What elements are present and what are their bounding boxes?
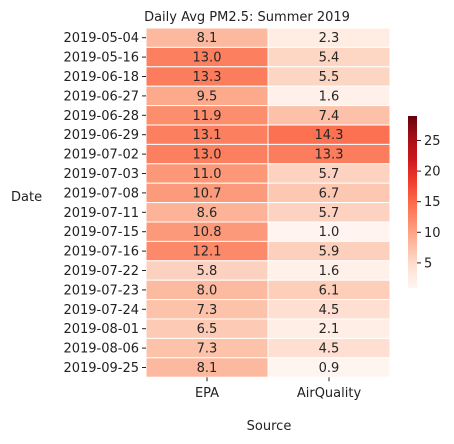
row-tick-label: 2019-05-04: [63, 31, 139, 46]
cell-value-label: 10.8: [193, 225, 222, 240]
cell-value-label: 13.3: [315, 148, 344, 163]
heatmap-cells: 8.1 2.3 13.0 5.4 13.3 5.5 9.5 1.6 11.9 7.4 13.1 14.…: [145, 27, 391, 378]
row-tick-label: 2019-07-08: [63, 186, 139, 201]
cell-value-label: 8.6: [197, 206, 218, 221]
colorbar-tick-label: 10: [424, 226, 441, 241]
column-tick-label: AirQuality: [297, 386, 362, 401]
row-tick-label: 2019-07-16: [63, 245, 139, 260]
cell-value-label: 11.0: [193, 167, 222, 182]
cell-value-label: 8.1: [197, 361, 218, 376]
row-tick-label: 2019-07-23: [63, 283, 139, 298]
row-tick-label: 2019-07-22: [63, 264, 139, 279]
row-tick-label: 2019-07-11: [63, 206, 139, 221]
cell-value-label: 7.3: [197, 303, 218, 318]
cell-value-label: 6.7: [319, 186, 340, 201]
colorbar-ticks: 5 10 15 20 25: [417, 134, 441, 271]
cell-value-label: 10.7: [193, 186, 222, 201]
row-tick-label: 2019-07-15: [63, 225, 139, 240]
cell-value-label: 5.4: [319, 51, 340, 66]
heatmap-cell: [267, 357, 391, 378]
chart-title: Daily Avg PM2.5: Summer 2019: [144, 10, 350, 25]
row-tick-label: 2019-09-25: [63, 361, 139, 376]
colorbar: [408, 116, 417, 288]
cell-value-label: 14.3: [315, 128, 344, 143]
row-tick-label: 2019-07-24: [63, 303, 139, 318]
row-tick-label: 2019-08-06: [63, 342, 139, 357]
cell-value-label: 13.0: [193, 51, 222, 66]
cell-value-label: 8.0: [197, 283, 218, 298]
cell-value-label: 8.1: [197, 31, 218, 46]
cell-value-label: 5.9: [319, 245, 340, 260]
y-axis-label: Date: [11, 190, 42, 205]
column-tick-labels: EPA AirQuality: [195, 377, 362, 401]
cell-value-label: 13.1: [193, 128, 222, 143]
cell-value-label: 5.7: [319, 167, 340, 182]
colorbar-tick-label: 25: [424, 134, 441, 149]
cell-value-label: 13.0: [193, 148, 222, 163]
row-tick-label: 2019-06-27: [63, 89, 139, 104]
row-tick-label: 2019-06-18: [63, 70, 139, 85]
row-tick-label: 2019-06-29: [63, 128, 139, 143]
cell-value-label: 1.6: [319, 264, 340, 279]
colorbar-tick-label: 15: [424, 195, 441, 210]
cell-value-label: 1.6: [319, 89, 340, 104]
column-tick-label: EPA: [195, 386, 219, 401]
row-tick-labels: 2019-05-04 2019-05-16 2019-06-18 2019-06-27…: [63, 31, 146, 376]
cell-value-label: 4.5: [319, 303, 340, 318]
colorbar-tick-label: 20: [424, 165, 441, 180]
cell-value-label: 4.5: [319, 342, 340, 357]
row-tick-label: 2019-06-28: [63, 109, 139, 124]
cell-value-label: 6.5: [197, 322, 218, 337]
cell-value-label: 0.9: [319, 361, 340, 376]
cell-value-label: 5.7: [319, 206, 340, 221]
cell-value-label: 1.0: [319, 225, 340, 240]
cell-value-label: 2.3: [319, 31, 340, 46]
row-tick-label: 2019-07-02: [63, 148, 139, 163]
cell-value-label: 12.1: [193, 245, 222, 260]
row-tick-label: 2019-05-16: [63, 51, 139, 66]
x-axis-label: Source: [247, 419, 292, 434]
cell-value-label: 9.5: [197, 89, 218, 104]
cell-value-label: 6.1: [319, 283, 340, 298]
row-tick-label: 2019-08-01: [63, 322, 139, 337]
cell-value-label: 5.5: [319, 70, 340, 85]
cell-value-label: 13.3: [193, 70, 222, 85]
cell-value-label: 11.9: [193, 109, 222, 124]
cell-value-label: 7.4: [319, 109, 340, 124]
row-tick-label: 2019-07-03: [63, 167, 139, 182]
cell-value-label: 2.1: [319, 322, 340, 337]
cell-value-label: 5.8: [197, 264, 218, 279]
cell-value-label: 7.3: [197, 342, 218, 357]
colorbar-tick-label: 5: [424, 256, 432, 271]
